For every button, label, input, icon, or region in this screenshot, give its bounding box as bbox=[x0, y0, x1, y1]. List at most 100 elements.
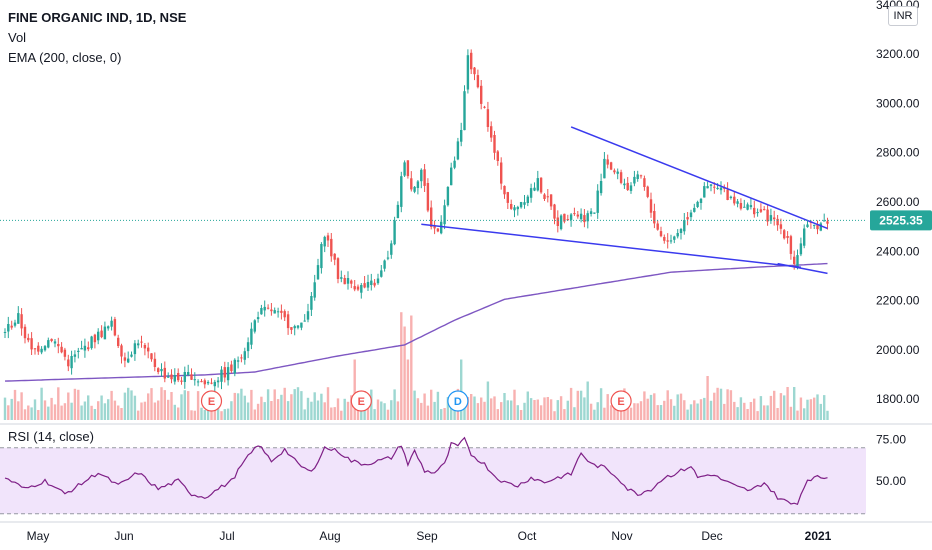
candle-body bbox=[90, 336, 93, 349]
candles bbox=[3, 49, 829, 394]
candle-body bbox=[30, 338, 33, 350]
candle-body bbox=[233, 359, 236, 374]
volume-bar bbox=[170, 392, 173, 420]
rsi-pane bbox=[0, 436, 866, 515]
volume-bar bbox=[639, 401, 643, 420]
candle-body bbox=[603, 158, 606, 179]
candle-body bbox=[736, 201, 739, 204]
candle-body bbox=[353, 286, 356, 290]
candle-body bbox=[420, 169, 423, 182]
candle-body bbox=[10, 325, 13, 328]
volume-bar bbox=[296, 387, 300, 420]
candle-body bbox=[549, 194, 553, 207]
trendline-lower-extension[interactable] bbox=[777, 262, 828, 275]
volume-bar bbox=[13, 389, 17, 420]
rsi-legend[interactable]: RSI (14, close) bbox=[8, 429, 94, 444]
candle-body bbox=[536, 178, 539, 191]
candle-body bbox=[813, 224, 816, 226]
time-tick-label: 2021 bbox=[805, 529, 832, 543]
volume-bar bbox=[226, 408, 230, 420]
candle-body bbox=[380, 270, 383, 277]
candle-body bbox=[626, 182, 629, 190]
candle-body bbox=[196, 381, 200, 383]
volume-bar bbox=[526, 391, 529, 420]
candle-body bbox=[756, 212, 759, 214]
volume-bar bbox=[290, 394, 293, 420]
candle-body bbox=[276, 311, 280, 313]
time-tick-label: Sep bbox=[416, 529, 438, 543]
volume-bar bbox=[733, 401, 736, 420]
candle-body bbox=[47, 340, 50, 348]
candle-body bbox=[356, 286, 360, 290]
volume-bar bbox=[636, 403, 639, 420]
volume-bar bbox=[416, 398, 420, 420]
volume-bar bbox=[646, 398, 649, 420]
volume-legend[interactable]: Vol bbox=[8, 30, 27, 45]
volume-bar bbox=[813, 397, 816, 420]
volume-bar bbox=[376, 399, 380, 420]
candle-body bbox=[273, 310, 276, 314]
trendline-upper[interactable] bbox=[570, 126, 828, 230]
dividend-marker[interactable] bbox=[447, 390, 469, 412]
candle-body bbox=[133, 343, 137, 355]
candle-body bbox=[709, 184, 713, 186]
symbol-title[interactable]: FINE ORGANIC IND, 1D, NSE bbox=[8, 10, 187, 25]
candle-body bbox=[823, 220, 826, 222]
ema-legend[interactable]: EMA (200, close, 0) bbox=[8, 50, 122, 65]
trendline-lower[interactable] bbox=[421, 223, 801, 269]
volume-bar bbox=[310, 401, 313, 420]
candle-body bbox=[473, 67, 476, 75]
earnings-marker[interactable] bbox=[200, 390, 223, 412]
candle-body bbox=[649, 199, 653, 213]
earnings-marker[interactable] bbox=[610, 390, 632, 412]
candle-body bbox=[453, 160, 456, 168]
candle-body bbox=[113, 319, 117, 336]
volume-bar bbox=[20, 392, 23, 420]
candle-body bbox=[673, 236, 676, 240]
candle-body bbox=[456, 141, 460, 160]
earnings-marker[interactable] bbox=[350, 390, 372, 412]
candle-body bbox=[686, 217, 689, 220]
rsi-line[interactable] bbox=[4, 436, 828, 506]
volume-bar bbox=[130, 390, 133, 420]
candle-body bbox=[579, 213, 583, 220]
candle-body bbox=[666, 240, 669, 242]
volume-bar bbox=[47, 406, 50, 420]
candle-body bbox=[799, 243, 803, 255]
volume-bar bbox=[77, 389, 80, 420]
volume-bar bbox=[809, 399, 813, 420]
candle-body bbox=[260, 308, 263, 315]
volume-bar bbox=[336, 398, 340, 420]
candle-body bbox=[316, 265, 320, 280]
candle-body bbox=[693, 207, 696, 212]
volume-bar bbox=[556, 400, 559, 420]
candle-body bbox=[296, 325, 300, 328]
candle-body bbox=[27, 337, 30, 341]
volume-bar bbox=[127, 387, 130, 420]
candle-body bbox=[320, 244, 323, 269]
candle-body bbox=[563, 213, 566, 222]
last-price-badge[interactable] bbox=[870, 210, 932, 231]
volume-bar bbox=[113, 400, 117, 420]
candle-body bbox=[510, 204, 513, 209]
volume-bar bbox=[220, 411, 223, 420]
volume-bar bbox=[110, 390, 113, 420]
volume-bar bbox=[27, 405, 30, 420]
candle-body bbox=[606, 159, 609, 165]
candle-body bbox=[263, 306, 266, 311]
volume-bar bbox=[593, 409, 596, 420]
candle-body bbox=[187, 372, 190, 375]
volume-bar bbox=[163, 390, 166, 420]
candle-body bbox=[806, 224, 809, 228]
candle-body bbox=[739, 203, 743, 209]
volume-bar bbox=[403, 326, 406, 420]
candle-body bbox=[127, 358, 130, 363]
candle-body bbox=[716, 187, 719, 189]
currency-badge[interactable]: INR bbox=[888, 6, 918, 26]
volume-bar bbox=[460, 359, 463, 420]
candle-body bbox=[773, 217, 776, 220]
volume-bar bbox=[763, 405, 766, 420]
volume-bar bbox=[73, 388, 77, 420]
candle-body bbox=[433, 225, 436, 229]
